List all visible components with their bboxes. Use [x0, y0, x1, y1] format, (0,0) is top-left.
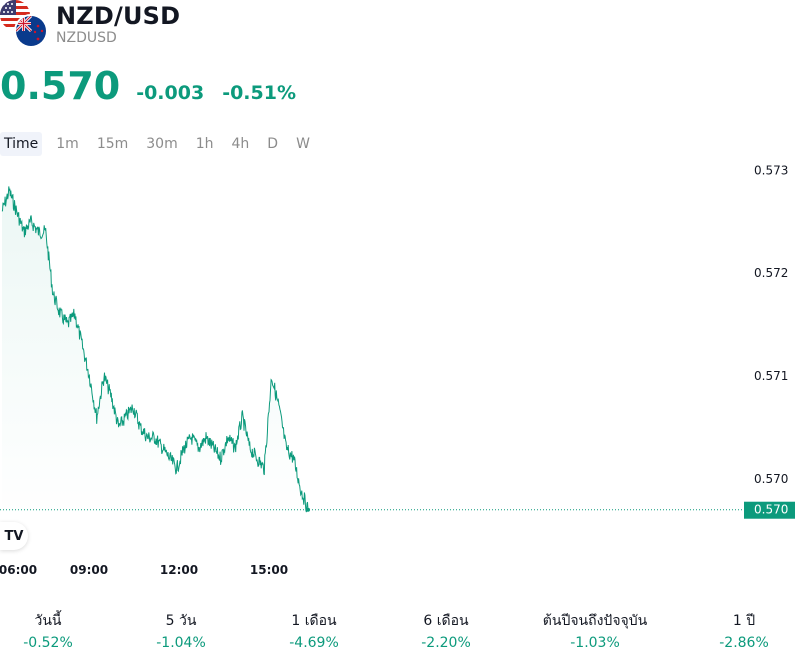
tab-w[interactable]: W [296, 136, 310, 152]
x-tick-label: 15:00 [250, 563, 288, 577]
tab-1h[interactable]: 1h [195, 136, 214, 152]
perf-5-days[interactable]: 5 วัน -1.04% [111, 610, 251, 654]
perf-1-year[interactable]: 1 ปี -2.86% [674, 610, 800, 654]
y-tick-label: 0.572 [754, 266, 788, 280]
x-tick-label: 12:00 [160, 563, 198, 577]
tab-1m[interactable]: 1m [56, 136, 79, 152]
price-line [1, 186, 309, 513]
last-point-marker [306, 507, 310, 512]
perf-value: -0.52% [23, 635, 73, 651]
perf-value: -4.69% [289, 635, 339, 651]
performance-row: วันนี้ -0.52% 5 วัน -1.04% 1 เดือน -4.69… [0, 610, 800, 660]
symbol-ticker: NZDUSD [56, 30, 117, 46]
data-point [155, 437, 156, 438]
tab-15m[interactable]: 15m [96, 136, 129, 152]
perf-label: 1 เดือน [291, 613, 337, 629]
perf-label: ต้นปีจนถึงปัจจุบัน [542, 613, 648, 629]
price-change: -0.003 [136, 82, 205, 104]
perf-value: -2.86% [719, 635, 769, 651]
perf-ytd[interactable]: ต้นปีจนถึงปัจจุบัน -1.03% [525, 610, 665, 654]
tab-d[interactable]: D [267, 136, 279, 152]
price-chart[interactable]: 0.573 0.572 0.571 0.570 06:00 09:00 12:00 15:0… [0, 160, 800, 590]
last-price: 0.570 [0, 64, 121, 108]
perf-label: 5 วัน [165, 613, 197, 629]
tab-30m[interactable]: 30m [146, 136, 178, 152]
currency-flags [0, 0, 50, 48]
x-tick-label: 06:00 [0, 563, 37, 577]
perf-value: -2.20% [421, 635, 471, 651]
data-point [271, 376, 272, 377]
perf-label: 6 เดือน [423, 613, 469, 629]
last-price-label: 0.570 [754, 503, 788, 517]
perf-label: วันนี้ [34, 613, 62, 629]
tradingview-logo[interactable]: TV [0, 522, 28, 550]
x-tick-label: 09:00 [70, 563, 108, 577]
last-price-badge [744, 501, 795, 519]
tab-4h[interactable]: 4h [231, 136, 250, 152]
price-change-percent: -0.51% [222, 82, 296, 104]
perf-label: 1 ปี [732, 613, 756, 629]
perf-6-months[interactable]: 6 เดือน -2.20% [376, 610, 516, 654]
y-tick-label: 0.573 [754, 163, 788, 177]
nz-flag-icon [14, 14, 48, 48]
perf-value: -1.04% [156, 635, 206, 651]
y-tick-label: 0.571 [754, 369, 788, 383]
price-row: 0.570 -0.003 -0.51% [0, 64, 296, 108]
price-area-fill [2, 186, 308, 520]
perf-1-month[interactable]: 1 เดือน -4.69% [244, 610, 384, 654]
perf-value: -1.03% [570, 635, 620, 651]
y-tick-label: 0.570 [754, 472, 788, 486]
symbol-title: NZD/USD [56, 2, 181, 30]
perf-today[interactable]: วันนี้ -0.52% [0, 610, 118, 654]
tab-time[interactable]: Time [0, 132, 43, 156]
timeframe-selector: Time 1m 15m 30m 1h 4h D W [0, 132, 324, 156]
